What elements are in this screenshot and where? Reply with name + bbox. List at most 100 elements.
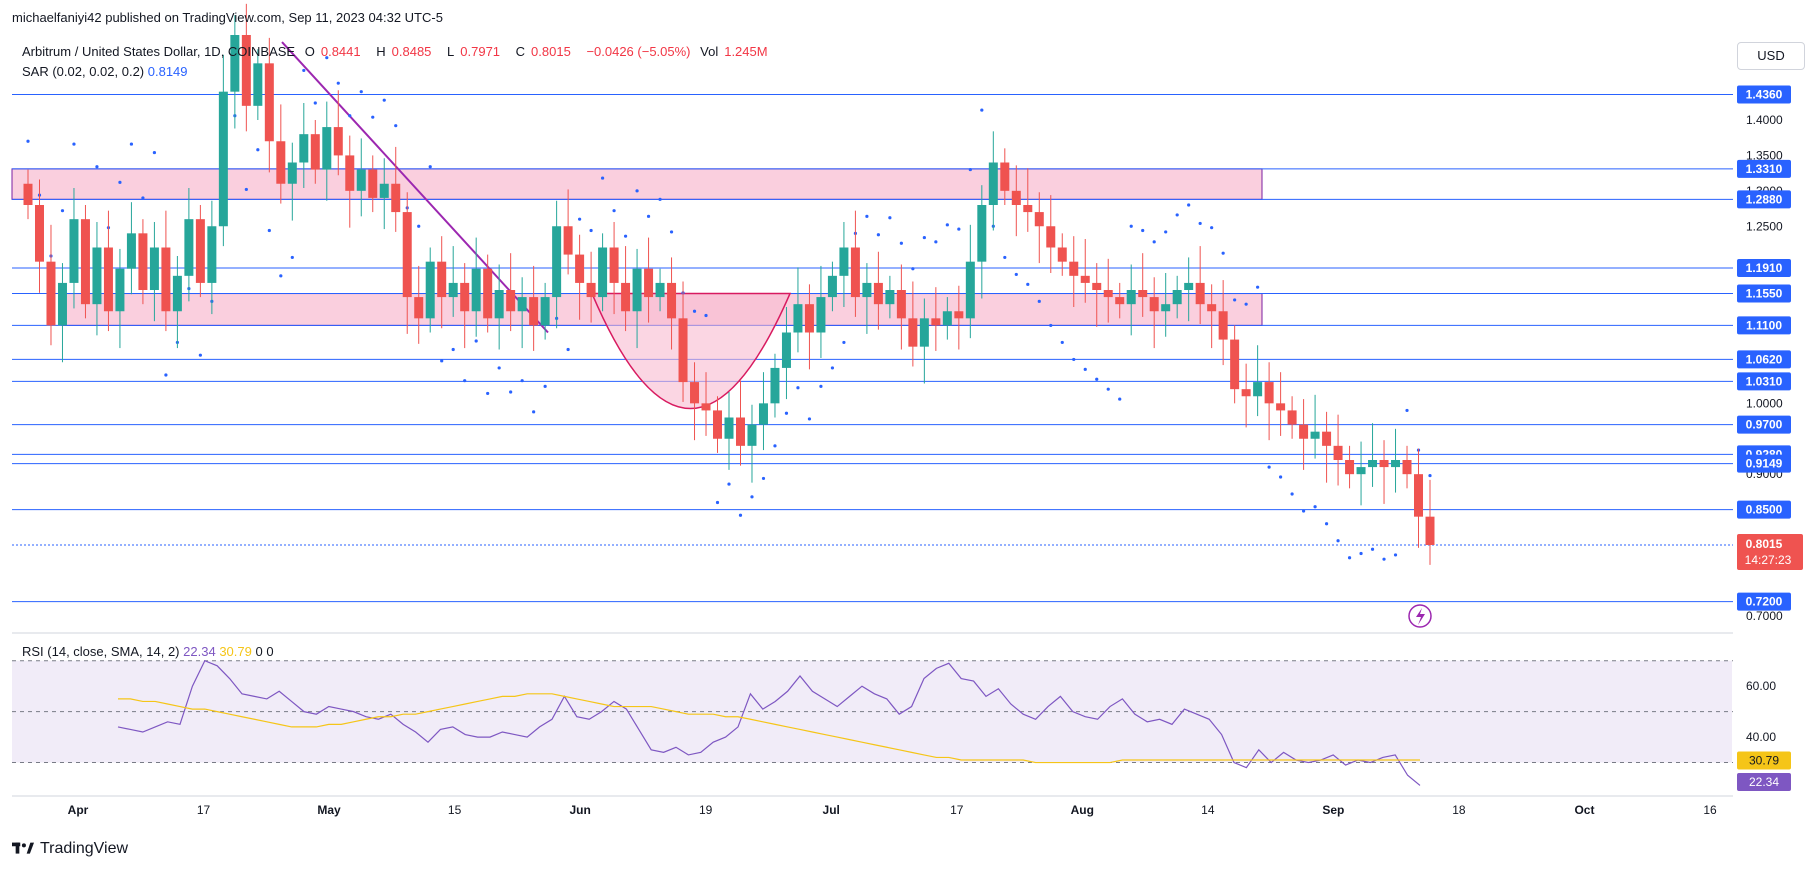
- currency-button[interactable]: USD: [1737, 42, 1805, 70]
- level-price-tags: 1.4360 1.3310 1.2880 1.1910 1.1550 1.1100 1.06…: [1737, 85, 1803, 611]
- candle-body: [276, 141, 286, 184]
- rsi-sma-tag-bg: [1737, 751, 1791, 770]
- candle-body: [586, 282, 596, 298]
- candle-body: [115, 268, 125, 312]
- open-label: O: [304, 44, 315, 59]
- level-tag-text: 0.8500: [1746, 503, 1783, 517]
- symbol-name[interactable]: Arbitrum / United States Dollar, 1D, COI…: [22, 44, 296, 59]
- sar-dot: [704, 313, 708, 318]
- candle-body: [655, 282, 665, 298]
- candle-body: [1425, 516, 1435, 545]
- level-tag-text: 1.1100: [1746, 318, 1782, 332]
- candle-body: [46, 261, 56, 326]
- level-tag-text: 1.0620: [1746, 352, 1783, 366]
- sar-dot: [463, 379, 467, 383]
- level-tag: 1.0310: [1737, 372, 1791, 391]
- candle-body: [954, 311, 964, 319]
- candle-body: [885, 290, 895, 305]
- sar-dot: [1313, 505, 1317, 509]
- candle-body: [724, 417, 734, 439]
- current-price-bg: [1737, 533, 1803, 570]
- sar-dot: [1060, 340, 1064, 345]
- candle-body: [1080, 275, 1090, 283]
- sar-dot: [60, 209, 65, 213]
- sar-dot: [945, 223, 949, 227]
- sar-dot: [1267, 465, 1271, 469]
- rsi-label: RSI (14, close, SMA, 14, 2): [22, 644, 180, 659]
- candle-body: [816, 297, 826, 333]
- candle-body: [287, 162, 297, 184]
- candle-body: [850, 247, 860, 298]
- candle-body: [965, 261, 975, 319]
- candle-body: [391, 183, 401, 213]
- candle-body: [333, 127, 343, 156]
- candle-body: [804, 304, 814, 333]
- candle-body: [103, 247, 113, 312]
- sar-legend[interactable]: SAR (0.02, 0.02, 0.2) 0.8149: [22, 64, 188, 79]
- level-tag: 0.9149: [1737, 454, 1791, 473]
- rsi-legend[interactable]: RSI (14, close, SMA, 14, 2) 22.34 30.79 …: [22, 644, 274, 659]
- candle-body: [1034, 212, 1044, 227]
- descending-trendline: [281, 41, 549, 334]
- sar-dot: [1210, 226, 1214, 230]
- symbol-legend: Arbitrum / United States Dollar, 1D, COI…: [22, 44, 780, 59]
- rsi-sma-tag: 30.79: [1749, 754, 1779, 768]
- candle-body: [1115, 297, 1125, 305]
- sar-dot: [623, 234, 628, 238]
- sar-dot: [646, 214, 651, 218]
- sar-dot: [325, 56, 329, 60]
- candle-body: [506, 290, 516, 312]
- candle-body: [1103, 290, 1113, 298]
- candle-body: [69, 219, 79, 283]
- sar-dot: [532, 410, 536, 414]
- sar-dot: [1129, 224, 1133, 228]
- sar-dot: [359, 90, 363, 94]
- sar-dot: [440, 359, 444, 363]
- candle-body: [184, 219, 194, 276]
- sar-dot: [830, 366, 835, 370]
- zone-rect: [11, 168, 1263, 200]
- brand-logo[interactable]: TradingView: [12, 840, 128, 858]
- countdown-text: 14:27:23: [1745, 553, 1792, 567]
- parabolic-sar: [26, 56, 1432, 561]
- level-tag-bg: [1737, 190, 1791, 209]
- candle-body: [1184, 282, 1194, 290]
- rsi-sma-line: [118, 693, 1420, 764]
- candle-body: [896, 290, 906, 319]
- sar-dot: [417, 224, 421, 228]
- time-tick-label: 14: [1201, 803, 1215, 817]
- rsi-legend-extra: 0 0: [255, 644, 274, 659]
- candle-body: [1046, 226, 1056, 248]
- candle-body: [931, 318, 941, 326]
- level-tag-text: 0.7200: [1746, 595, 1783, 609]
- level-tag: 1.1550: [1737, 284, 1791, 303]
- sar-dot: [1003, 255, 1007, 260]
- high-value: 0.8485: [391, 44, 432, 59]
- level-tag: 1.1100: [1737, 316, 1791, 335]
- level-tag-text: 1.0310: [1746, 374, 1783, 388]
- level-tag: 0.9700: [1737, 415, 1791, 434]
- candle-body: [483, 268, 493, 319]
- candle-body: [701, 403, 711, 411]
- sar-dot: [244, 187, 248, 192]
- sar-dot: [899, 241, 903, 245]
- time-tick-label: 17: [197, 803, 211, 817]
- sar-dot: [256, 148, 260, 152]
- rsi-tick-label: 40.00: [1746, 730, 1776, 744]
- sar-dot: [715, 500, 720, 505]
- sar-dot: [279, 274, 283, 278]
- candle-body: [195, 219, 205, 283]
- sar-dot: [738, 513, 743, 517]
- sar-dot: [1233, 298, 1237, 302]
- alert-circle-icon: [1408, 604, 1432, 628]
- candle-body: [414, 297, 424, 319]
- sar-dot: [543, 384, 547, 388]
- candle-body: [1391, 460, 1401, 468]
- sar-dot: [876, 233, 880, 237]
- candle-body: [494, 290, 504, 319]
- candle-body: [1264, 382, 1274, 404]
- close-label: C: [515, 44, 526, 59]
- sar-dot: [302, 68, 306, 73]
- candle-body: [172, 275, 182, 312]
